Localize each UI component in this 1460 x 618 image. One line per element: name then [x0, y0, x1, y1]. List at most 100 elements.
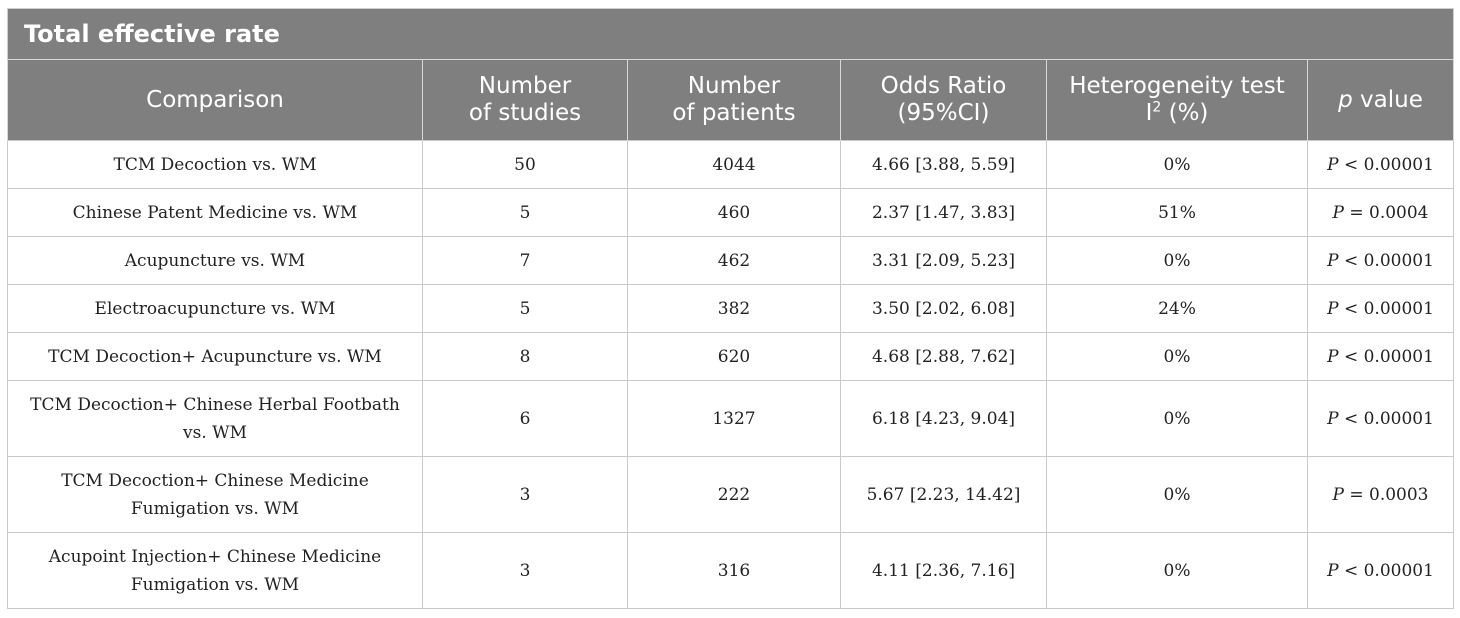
- cell-comparison: TCM Decoction+ Chinese Herbal Footbath vs…: [7, 380, 423, 457]
- cell-patients: 462: [627, 236, 841, 285]
- cell-heterogeneity: 24%: [1046, 284, 1308, 333]
- cell-patients: 460: [627, 188, 841, 237]
- comparison-line2: Fumigation vs. WM: [130, 574, 300, 595]
- cell-odds-ratio: 4.68 [2.88, 7.62]: [840, 332, 1047, 381]
- table-title: Total effective rate: [7, 8, 1454, 60]
- header-patients-line2: of patients: [672, 100, 796, 126]
- header-het-line1: Heterogeneity test: [1069, 73, 1285, 99]
- table-row: TCM Decoction+ Acupuncture vs. WM 8 620 …: [7, 332, 1454, 381]
- p-number: < 0.00001: [1338, 408, 1434, 429]
- header-or-line2: (95%CI): [897, 100, 990, 126]
- table-row: TCM Decoction+ Chinese Medicine Fumigatio…: [7, 456, 1454, 533]
- comparison-line2: vs. WM: [182, 422, 247, 443]
- header-comparison: Comparison: [7, 59, 423, 141]
- table-row: Acupuncture vs. WM 7 462 3.31 [2.09, 5.2…: [7, 236, 1454, 285]
- p-symbol: P: [1327, 250, 1339, 271]
- table-row: Electroacupuncture vs. WM 5 382 3.50 [2.…: [7, 284, 1454, 333]
- cell-studies: 6: [422, 380, 628, 457]
- cell-comparison: Acupoint Injection+ Chinese Medicine Fumi…: [7, 532, 423, 609]
- p-number: = 0.0004: [1343, 202, 1429, 223]
- cell-patients: 4044: [627, 140, 841, 189]
- header-p-symbol: p: [1338, 86, 1353, 113]
- cell-odds-ratio: 3.50 [2.02, 6.08]: [840, 284, 1047, 333]
- cell-heterogeneity: 0%: [1046, 140, 1308, 189]
- cell-p-value: P < 0.00001: [1307, 140, 1454, 189]
- cell-patients: 1327: [627, 380, 841, 457]
- p-number: < 0.00001: [1338, 154, 1434, 175]
- p-symbol: P: [1327, 408, 1339, 429]
- cell-heterogeneity: 0%: [1046, 532, 1308, 609]
- cell-odds-ratio: 3.31 [2.09, 5.23]: [840, 236, 1047, 285]
- cell-odds-ratio: 5.67 [2.23, 14.42]: [840, 456, 1047, 533]
- table-row: Chinese Patent Medicine vs. WM 5 460 2.3…: [7, 188, 1454, 237]
- cell-patients: 620: [627, 332, 841, 381]
- comparison-line1: TCM Decoction+ Chinese Herbal Footbath: [30, 394, 400, 415]
- cell-odds-ratio: 2.37 [1.47, 3.83]: [840, 188, 1047, 237]
- comparison-line1: Acupoint Injection+ Chinese Medicine: [48, 546, 382, 567]
- header-studies: Number of studies: [422, 59, 628, 141]
- cell-patients: 316: [627, 532, 841, 609]
- p-symbol: P: [1332, 484, 1344, 505]
- header-p-value: p value: [1307, 59, 1454, 141]
- cell-odds-ratio: 6.18 [4.23, 9.04]: [840, 380, 1047, 457]
- cell-studies: 5: [422, 188, 628, 237]
- cell-p-value: P < 0.00001: [1307, 284, 1454, 333]
- cell-heterogeneity: 0%: [1046, 456, 1308, 533]
- header-studies-line1: Number: [478, 73, 572, 99]
- cell-heterogeneity: 0%: [1046, 380, 1308, 457]
- cell-patients: 222: [627, 456, 841, 533]
- header-patients: Number of patients: [627, 59, 841, 141]
- cell-studies: 5: [422, 284, 628, 333]
- cell-studies: 50: [422, 140, 628, 189]
- cell-comparison: TCM Decoction+ Chinese Medicine Fumigatio…: [7, 456, 423, 533]
- cell-comparison: Chinese Patent Medicine vs. WM: [7, 188, 423, 237]
- cell-comparison: TCM Decoction vs. WM: [7, 140, 423, 189]
- cell-studies: 3: [422, 532, 628, 609]
- p-symbol: P: [1327, 560, 1339, 581]
- results-table: Total effective rate Comparison Number of…: [7, 8, 1454, 609]
- results-table-container: Total effective rate Comparison Number of…: [7, 8, 1454, 609]
- comparison-line2: Fumigation vs. WM: [130, 498, 300, 519]
- cell-studies: 7: [422, 236, 628, 285]
- cell-heterogeneity: 51%: [1046, 188, 1308, 237]
- p-number: < 0.00001: [1338, 346, 1434, 367]
- header-or-line1: Odds Ratio: [880, 73, 1007, 99]
- header-studies-line2: of studies: [468, 100, 582, 126]
- header-p-label: value: [1352, 86, 1423, 113]
- header-row: Comparison Number of studies Number of pat…: [7, 59, 1454, 141]
- header-het-unit: (%): [1161, 100, 1209, 126]
- header-patients-line1: Number: [687, 73, 781, 99]
- cell-heterogeneity: 0%: [1046, 236, 1308, 285]
- table-row: TCM Decoction+ Chinese Herbal Footbath vs…: [7, 380, 1454, 457]
- table-row: Acupoint Injection+ Chinese Medicine Fumi…: [7, 532, 1454, 609]
- cell-studies: 3: [422, 456, 628, 533]
- comparison-line1: TCM Decoction+ Chinese Medicine: [61, 470, 369, 491]
- p-number: < 0.00001: [1338, 250, 1434, 271]
- cell-patients: 382: [627, 284, 841, 333]
- p-symbol: P: [1327, 346, 1339, 367]
- cell-odds-ratio: 4.66 [3.88, 5.59]: [840, 140, 1047, 189]
- cell-p-value: P < 0.00001: [1307, 332, 1454, 381]
- cell-studies: 8: [422, 332, 628, 381]
- p-number: < 0.00001: [1338, 560, 1434, 581]
- cell-p-value: P < 0.00001: [1307, 532, 1454, 609]
- p-symbol: P: [1332, 202, 1344, 223]
- cell-p-value: P < 0.00001: [1307, 380, 1454, 457]
- header-heterogeneity: Heterogeneity test I2 (%): [1046, 59, 1308, 141]
- cell-p-value: P = 0.0003: [1307, 456, 1454, 533]
- p-number: < 0.00001: [1338, 298, 1434, 319]
- p-symbol: P: [1327, 154, 1339, 175]
- header-het-superscript: 2: [1152, 99, 1162, 116]
- cell-comparison: Electroacupuncture vs. WM: [7, 284, 423, 333]
- table-row: TCM Decoction vs. WM 50 4044 4.66 [3.88,…: [7, 140, 1454, 189]
- cell-p-value: P < 0.00001: [1307, 236, 1454, 285]
- header-odds-ratio: Odds Ratio (95%CI): [840, 59, 1047, 141]
- p-number: = 0.0003: [1343, 484, 1429, 505]
- cell-comparison: Acupuncture vs. WM: [7, 236, 423, 285]
- header-het-symbol: I: [1145, 100, 1153, 126]
- cell-p-value: P = 0.0004: [1307, 188, 1454, 237]
- cell-heterogeneity: 0%: [1046, 332, 1308, 381]
- cell-odds-ratio: 4.11 [2.36, 7.16]: [840, 532, 1047, 609]
- p-symbol: P: [1327, 298, 1339, 319]
- cell-comparison: TCM Decoction+ Acupuncture vs. WM: [7, 332, 423, 381]
